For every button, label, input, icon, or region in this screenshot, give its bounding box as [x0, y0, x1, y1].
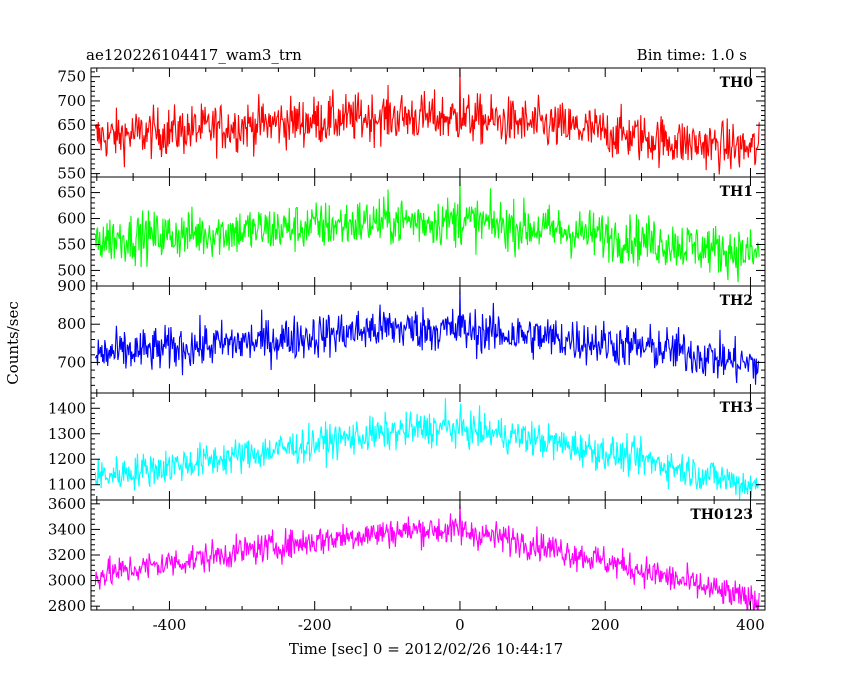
y-axis-title: Counts/sec [4, 301, 22, 385]
y-tick-label: 3600 [48, 495, 86, 513]
panel-label: TH0123 [690, 507, 753, 523]
y-tick-label: 600 [57, 140, 86, 158]
panel-th0123: 2800 3000 3200 3400 3600 TH0123 [48, 495, 766, 615]
x-axis-tick-labels: -400 -200 0 200 400 [153, 616, 765, 634]
panel-th2: 700 800 900 TH2 [57, 277, 766, 394]
panel-th3: 1100 1200 1300 1400 TH3 [48, 392, 766, 501]
panel-th1: 500 550 600 650 TH1 [57, 176, 766, 287]
y-tick-label: 700 [57, 92, 86, 110]
y-tick-label: 3400 [48, 520, 86, 538]
y-tick-label: 700 [57, 353, 86, 371]
series-line-th1 [94, 178, 760, 283]
panel-th0: 550 600 650 700 750 TH0 [57, 67, 766, 183]
series-line-th0 [94, 68, 760, 175]
x-axis-title: Time [sec] 0 = 2012/02/26 10:44:17 [289, 640, 563, 658]
y-tick-label: 650 [57, 184, 86, 202]
panel-frame [90, 392, 766, 501]
x-tick-label: 0 [455, 616, 465, 634]
y-tick-label: 550 [57, 235, 86, 253]
panel-label: TH0 [720, 75, 754, 91]
bin-time-label: Bin time: 1.0 s [637, 46, 747, 64]
y-tick-label: 500 [57, 261, 86, 279]
y-tick-label: 1400 [48, 399, 86, 417]
panel-label: TH3 [720, 400, 753, 416]
y-tick-label: 1200 [48, 450, 86, 468]
series-line-th3 [94, 398, 760, 500]
x-tick-label: 400 [736, 616, 765, 634]
y-tick-label: 750 [57, 68, 86, 86]
y-tick-label: 1300 [48, 425, 86, 443]
y-tick-label: 3000 [48, 572, 86, 590]
y-tick-label: 550 [57, 165, 86, 183]
panel-label: TH2 [720, 293, 753, 309]
y-tick-label: 600 [57, 210, 86, 228]
panel-label: TH1 [720, 184, 753, 200]
panels-group: 550 600 650 700 750 TH0 500 550 600 650 TH1 700 800 9… [48, 67, 766, 615]
y-tick-label: 800 [57, 315, 86, 333]
y-tick-label: 3200 [48, 546, 86, 564]
y-tick-label: 1100 [48, 476, 86, 494]
y-tick-label: 900 [57, 277, 86, 295]
x-tick-label: -200 [298, 616, 332, 634]
x-tick-label: -400 [153, 616, 187, 634]
y-tick-label: 2800 [48, 597, 86, 615]
series-line-th2 [94, 287, 760, 385]
chart-title: ae120226104417_wam3_trn [86, 46, 302, 64]
x-tick-label: 200 [591, 616, 620, 634]
series-line-th0123 [94, 503, 760, 610]
y-tick-label: 650 [57, 116, 86, 134]
